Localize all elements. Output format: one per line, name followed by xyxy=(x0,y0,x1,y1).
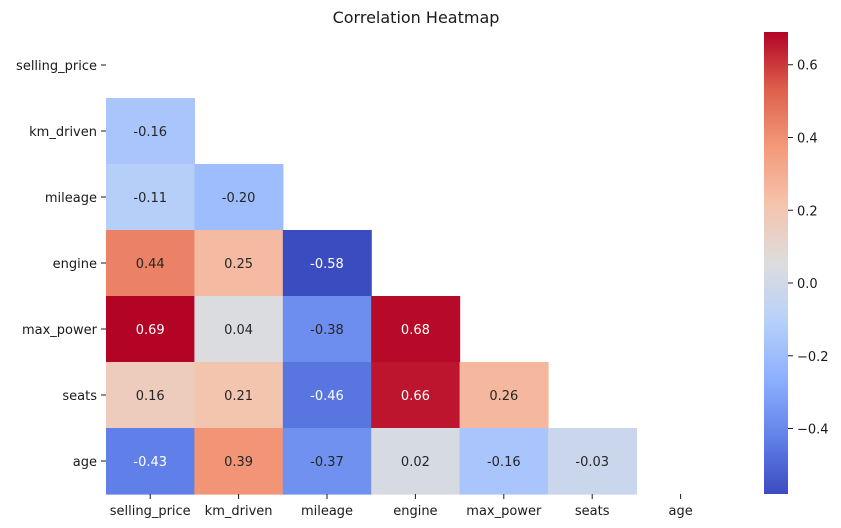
cell-label-engine-km_driven: 0.25 xyxy=(224,257,253,272)
cell-label-seats-selling_price: 0.16 xyxy=(136,389,165,404)
heatmap-cell-engine-km_driven xyxy=(194,230,284,297)
chart-title: Correlation Heatmap xyxy=(333,8,500,27)
heatmap-cell-age-selling_price xyxy=(106,428,195,495)
cell-label-engine-selling_price: 0.44 xyxy=(136,257,165,272)
y-tick-label-seats: seats xyxy=(62,389,97,404)
heatmap-cell-max_power-engine xyxy=(371,296,461,363)
cell-label-max_power-selling_price: 0.69 xyxy=(136,323,165,338)
heatmap-cell-age-mileage xyxy=(282,428,372,495)
heatmap-cell-seats-max_power xyxy=(459,362,549,429)
colorbar-tick-label: −0.4 xyxy=(797,423,829,438)
heatmap-cell-max_power-selling_price xyxy=(106,296,195,363)
heatmap-cell-age-km_driven xyxy=(194,428,284,495)
cell-label-engine-mileage: -0.58 xyxy=(310,257,344,272)
x-tick-label-engine: engine xyxy=(393,504,437,519)
colorbar-tick-label: 0.2 xyxy=(797,204,818,219)
heatmap-cell-age-seats xyxy=(548,428,637,495)
colorbar: −0.4 −0.2 0.0 0.2 0.4 0.6 xyxy=(764,32,829,494)
heatmap-cell-engine-selling_price xyxy=(106,230,195,297)
cell-label-seats-engine: 0.66 xyxy=(401,389,430,404)
x-axis: selling_price km_driven mileage engine max_p… xyxy=(110,494,693,519)
heatmap-cell-seats-km_driven xyxy=(194,362,284,429)
cell-label-max_power-km_driven: 0.04 xyxy=(224,323,253,338)
y-tick-label-km_driven: km_driven xyxy=(29,125,97,140)
cell-label-age-mileage: -0.37 xyxy=(310,455,344,470)
cell-label-age-seats: -0.03 xyxy=(575,455,609,470)
x-tick-label-selling_price: selling_price xyxy=(110,504,191,519)
x-tick-label-km_driven: km_driven xyxy=(205,504,273,519)
cell-label-mileage-km_driven: -0.20 xyxy=(222,191,256,206)
colorbar-gradient xyxy=(764,32,788,494)
heatmap-cell-km_driven-selling_price xyxy=(106,98,195,165)
y-tick-label-mileage: mileage xyxy=(45,191,97,206)
x-tick-label-mileage: mileage xyxy=(301,504,353,519)
cell-label-seats-max_power: 0.26 xyxy=(489,389,518,404)
heatmap-annotations: -0.16 -0.11 -0.20 0.44 0.25 -0.58 0.69 0.04 -0.3… xyxy=(133,125,609,470)
heatmap-cell-max_power-mileage xyxy=(282,296,372,363)
cell-label-km_driven-selling_price: -0.16 xyxy=(133,125,167,140)
y-tick-label-age: age xyxy=(73,455,97,470)
heatmap-cell-engine-mileage xyxy=(282,230,372,297)
x-tick-label-max_power: max_power xyxy=(466,504,542,519)
colorbar-tick-label: −0.2 xyxy=(797,350,829,365)
heatmap-cell-max_power-km_driven xyxy=(194,296,284,363)
cell-label-age-max_power: -0.16 xyxy=(487,455,521,470)
heatmap-cell-mileage-selling_price xyxy=(106,164,195,231)
heatmap-cell-age-max_power xyxy=(459,428,549,495)
heatmap-cell-mileage-km_driven xyxy=(194,164,284,231)
heatmap-cells xyxy=(106,98,637,495)
y-tick-label-selling_price: selling_price xyxy=(16,59,97,74)
colorbar-tick-label: 0.6 xyxy=(797,59,818,74)
heatmap-cell-age-engine xyxy=(371,428,461,495)
cell-label-age-km_driven: 0.39 xyxy=(224,455,253,470)
heatmap-cell-seats-selling_price xyxy=(106,362,195,429)
colorbar-tick-label: 0.4 xyxy=(797,131,818,146)
cell-label-mileage-selling_price: -0.11 xyxy=(133,191,167,206)
colorbar-tick-label: 0.0 xyxy=(797,277,818,292)
cell-label-seats-mileage: -0.46 xyxy=(310,389,344,404)
cell-label-age-engine: 0.02 xyxy=(401,455,430,470)
heatmap-cell-seats-mileage xyxy=(282,362,372,429)
heatmap-cell-seats-engine xyxy=(371,362,461,429)
y-tick-label-max_power: max_power xyxy=(22,323,98,338)
x-tick-label-age: age xyxy=(668,504,692,519)
cell-label-age-selling_price: -0.43 xyxy=(133,455,167,470)
y-tick-label-engine: engine xyxy=(53,257,97,272)
cell-label-seats-km_driven: 0.21 xyxy=(224,389,253,404)
x-tick-label-seats: seats xyxy=(575,504,610,519)
cell-label-max_power-engine: 0.68 xyxy=(401,323,430,338)
cell-label-max_power-mileage: -0.38 xyxy=(310,323,344,338)
